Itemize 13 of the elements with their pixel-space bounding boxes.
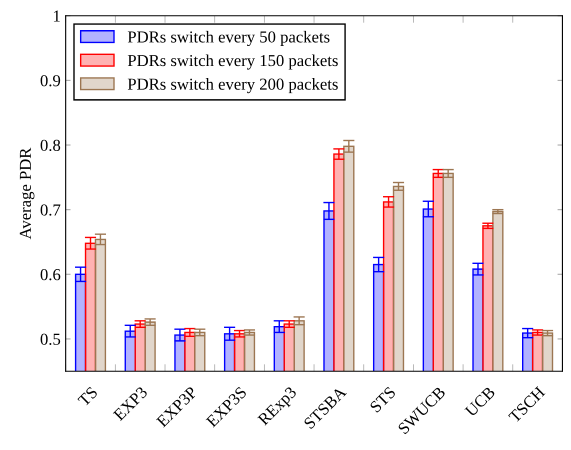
y-tick-label: 0.6 xyxy=(40,268,60,280)
legend-label: PDRs switch every 50 packets xyxy=(128,30,330,46)
y-axis-title: Average PDR xyxy=(20,148,34,240)
y-tick-label: 1 xyxy=(54,10,60,22)
x-tick-label: STS xyxy=(369,386,396,413)
legend-label: PDRs switch every 150 packets xyxy=(128,54,338,70)
y-tick-label: 0.9 xyxy=(40,75,60,86)
legend-label: PDRs switch every 200 packets xyxy=(128,78,338,94)
y-tick-label: 0.7 xyxy=(40,204,60,216)
y-tick-label: 0.8 xyxy=(40,140,60,152)
y-tick-label: 0.5 xyxy=(40,334,60,345)
x-tick-label: UCB xyxy=(464,386,496,418)
x-tick-label: TS xyxy=(77,386,98,407)
